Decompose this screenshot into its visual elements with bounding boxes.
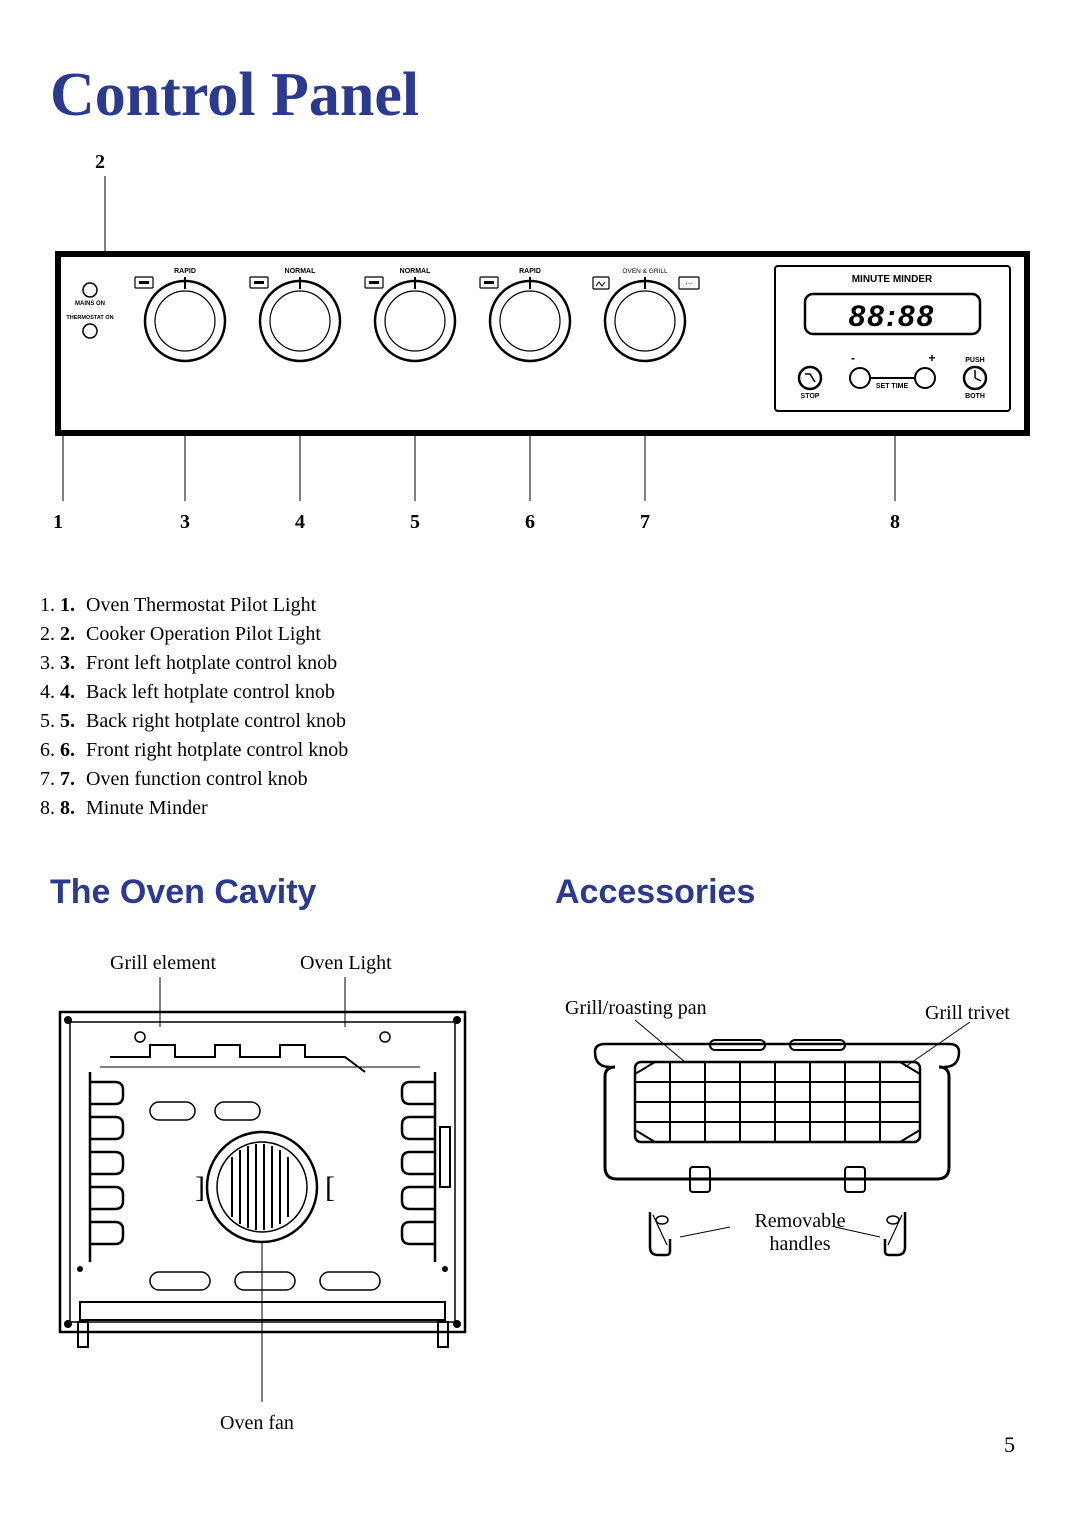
svg-text:MAINS ON: MAINS ON bbox=[75, 301, 105, 307]
legend-item: 2.Cooker Operation Pilot Light bbox=[60, 620, 1030, 649]
legend-item: 8.Minute Minder bbox=[60, 794, 1030, 823]
svg-text:]: ] bbox=[195, 1171, 205, 1204]
control-panel-diagram: 2 MAINS ON THERMOSTAT ON RAPID NORMAL bbox=[50, 161, 1030, 541]
svg-text:THERMOSTAT ON: THERMOSTAT ON bbox=[66, 315, 113, 321]
callout-4: 4 bbox=[295, 511, 305, 534]
svg-text:OVEN & GRILL: OVEN & GRILL bbox=[622, 268, 668, 275]
callout-5: 5 bbox=[410, 511, 420, 534]
control-panel-svg: MAINS ON THERMOSTAT ON RAPID NORMAL NORM… bbox=[55, 251, 1030, 511]
callout-3: 3 bbox=[180, 511, 190, 534]
legend-list: 1.Oven Thermostat Pilot Light 2.Cooker O… bbox=[60, 591, 1030, 823]
svg-text:PUSH: PUSH bbox=[965, 357, 984, 364]
legend-item: 5.Back right hotplate control knob bbox=[60, 707, 1030, 736]
accessories-svg bbox=[555, 1012, 1035, 1342]
label-oven-fan: Oven fan bbox=[220, 1412, 294, 1435]
svg-text:⋯: ⋯ bbox=[686, 280, 693, 288]
label-removable-handles: Removable handles bbox=[740, 1210, 860, 1256]
svg-text:NORMAL: NORMAL bbox=[400, 268, 431, 275]
oven-cavity-svg: ] [ bbox=[50, 972, 490, 1442]
svg-text:BOTH: BOTH bbox=[965, 393, 985, 400]
svg-text:[: [ bbox=[325, 1171, 335, 1204]
legend-item: 4.Back left hotplate control knob bbox=[60, 678, 1030, 707]
leader-2 bbox=[55, 161, 1030, 256]
svg-text:NORMAL: NORMAL bbox=[285, 268, 316, 275]
svg-text:+: + bbox=[928, 351, 935, 365]
oven-cavity-title: The Oven Cavity bbox=[50, 873, 525, 912]
page-number: 5 bbox=[1004, 1432, 1015, 1458]
svg-text:88:88: 88:88 bbox=[849, 300, 936, 333]
callout-7: 7 bbox=[640, 511, 650, 534]
svg-text:-: - bbox=[851, 351, 855, 365]
legend-item: 7.Oven function control knob bbox=[60, 765, 1030, 794]
svg-text:RAPID: RAPID bbox=[519, 268, 541, 275]
svg-text:MINUTE MINDER: MINUTE MINDER bbox=[852, 274, 933, 285]
page-title: Control Panel bbox=[50, 60, 1030, 131]
callout-8: 8 bbox=[890, 511, 900, 534]
accessories-title: Accessories bbox=[555, 873, 1030, 912]
legend-item: 3.Front left hotplate control knob bbox=[60, 649, 1030, 678]
oven-cavity-section: The Oven Cavity Grill element Oven Light bbox=[50, 873, 525, 1442]
callout-1: 1 bbox=[53, 511, 63, 534]
callout-6: 6 bbox=[525, 511, 535, 534]
legend-item: 1.Oven Thermostat Pilot Light bbox=[60, 591, 1030, 620]
svg-text:STOP: STOP bbox=[801, 393, 820, 400]
svg-text:SET TIME: SET TIME bbox=[876, 383, 909, 390]
accessories-section: Accessories Grill/roasting pan Grill tri… bbox=[555, 873, 1030, 1442]
svg-text:RAPID: RAPID bbox=[174, 268, 196, 275]
legend-item: 6.Front right hotplate control knob bbox=[60, 736, 1030, 765]
